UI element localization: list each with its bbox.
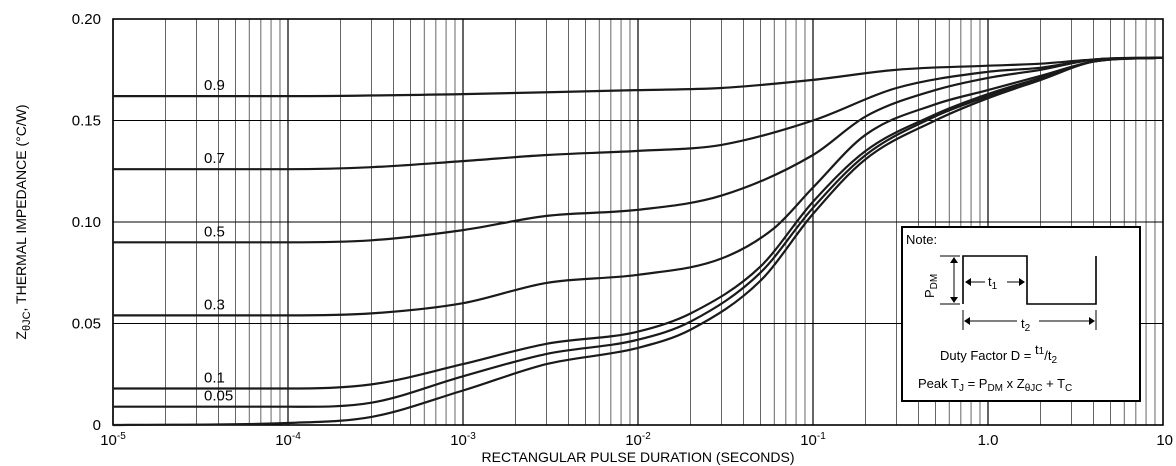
note-box: Note: PDM t1 t2 Duty Factor D = t1/t2 Pe… — [901, 226, 1141, 402]
curve-label: 0.7 — [204, 150, 225, 167]
duty-num: t — [1035, 342, 1039, 357]
y-tick-labels: 0 0.05 0.10 0.15 0.20 — [72, 11, 101, 434]
pdm-arrowhead-down — [950, 297, 958, 303]
y-axis-title-sub: θJC — [21, 311, 33, 331]
y-tick-label: 0.20 — [72, 11, 101, 28]
peak-a-sub: J — [959, 383, 964, 394]
t2-label-base: t — [1021, 316, 1025, 331]
y-tick-label: 0.10 — [72, 214, 101, 231]
peak-d-sub: C — [1065, 383, 1072, 394]
x-tick-label: 10-4 — [275, 431, 301, 449]
curve-line — [112, 56, 1164, 244]
curve-line — [112, 56, 1164, 427]
curve-line — [112, 56, 1164, 317]
curve-labels: 0.9 0.7 0.5 0.3 0.1 0.05 — [204, 77, 233, 405]
duty-text: Duty Factor D = — [940, 348, 1035, 363]
t2-arrowhead-right — [1089, 317, 1095, 325]
peak-c-sub: θJC — [1025, 383, 1043, 394]
pdm-arrowhead-up — [950, 257, 958, 263]
duty-num-sub: 1 — [1039, 346, 1045, 357]
x-tick-label: 10-3 — [450, 431, 476, 449]
curve-line — [112, 56, 1164, 408]
pdm-label: PDM — [922, 274, 940, 298]
curve-line — [113, 56, 1164, 171]
x-tick-labels: 10-5 10-4 10-3 10-2 10-1 1.0 10 — [100, 431, 1173, 449]
y-axis-title: ZθJC, THERMAL IMPEDANCE (°C/W) — [13, 104, 33, 339]
plot-frame — [112, 18, 1164, 426]
t1-label-sub: 1 — [992, 281, 998, 292]
curve-label: 0.5 — [204, 223, 225, 240]
curve-line — [113, 56, 1164, 390]
x-tick-label: 10 — [1156, 432, 1173, 449]
peak-c: x Z — [1003, 376, 1025, 391]
peak-a: Peak T — [918, 376, 959, 391]
curve-label: 0.05 — [204, 388, 233, 405]
y-axis-title-rest: , THERMAL IMPEDANCE (°C/W) — [13, 104, 29, 311]
t2-label-sub: 2 — [1025, 323, 1031, 334]
y-tick-label: 0.05 — [72, 316, 101, 333]
note-title: Note: — [906, 232, 937, 247]
t1-label-bg — [985, 272, 1007, 290]
x-tick-label: 10-5 — [100, 431, 126, 449]
curve-label: 0.3 — [204, 296, 225, 313]
curve-line — [113, 56, 1164, 98]
peak-b: = P — [964, 376, 988, 391]
t1-arrowhead-left — [965, 278, 971, 286]
t2-arrowhead-left — [964, 317, 970, 325]
duty-den-sub: 2 — [1051, 355, 1057, 366]
y-tick-label: 0.15 — [72, 113, 101, 130]
x-tick-label: 10-1 — [800, 431, 826, 449]
peak-formula: Peak TJ = PDM x ZθJC + TC — [918, 376, 1072, 394]
y-axis-title-base: Z — [13, 331, 29, 340]
t1-label-base: t — [988, 274, 992, 289]
t2-label-bg — [1017, 312, 1039, 330]
x-tick-label: 1.0 — [978, 432, 999, 449]
t1-arrowhead-right — [1019, 278, 1025, 286]
x-tick-label: 10-2 — [625, 431, 651, 449]
pdm-label-sub: DM — [929, 274, 940, 290]
pulse-waveform — [962, 255, 1097, 305]
curve-label: 0.9 — [204, 77, 225, 94]
duty-slash: / — [1044, 348, 1048, 363]
t2-label: t2 — [1021, 316, 1031, 334]
y-tick-label: 0 — [93, 417, 101, 434]
duty-den: t — [1048, 348, 1052, 363]
t1-label: t1 — [988, 274, 998, 292]
curve-label: 0.1 — [204, 369, 225, 386]
duty-factor-formula: Duty Factor D = t1/t2 — [940, 342, 1057, 366]
peak-d: + T — [1042, 376, 1065, 391]
x-axis-title: RECTANGULAR PULSE DURATION (SECONDS) — [482, 449, 795, 465]
peak-b-sub: DM — [987, 383, 1003, 394]
pdm-label-base: P — [922, 289, 937, 298]
curves — [112, 56, 1164, 427]
